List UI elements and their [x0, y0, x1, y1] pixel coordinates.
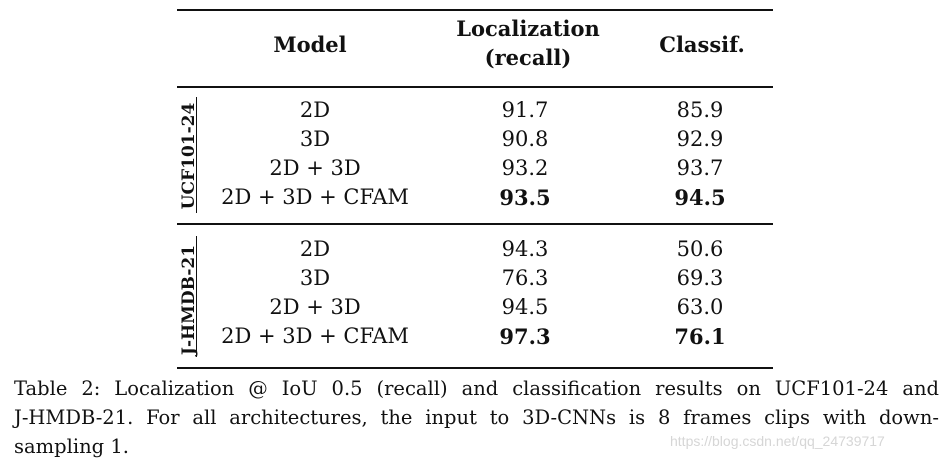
- cell-localization-best: 93.5: [499, 185, 551, 210]
- table-bottom-rule: [177, 367, 773, 369]
- cell-model: 2D + 3D: [269, 156, 361, 180]
- group-bracket-ucf101-24: [196, 97, 197, 213]
- cell-model: 2D + 3D: [269, 295, 361, 319]
- cell-localization: 93.2: [501, 156, 549, 180]
- table-row: 2D 94.3 50.6: [200, 235, 773, 264]
- table-top-rule: [177, 9, 773, 11]
- cell-model: 2D: [299, 98, 331, 122]
- cell-classification: 50.6: [676, 237, 724, 261]
- caption-line-2: J-HMDB-21. For all architectures, the in…: [14, 406, 939, 429]
- cell-classification: 92.9: [676, 127, 724, 151]
- table-row: 2D 91.7 85.9: [200, 96, 773, 125]
- cell-classification: 63.0: [676, 295, 724, 319]
- cell-localization: 94.5: [501, 295, 549, 319]
- group-bracket-j-hmdb-21: [196, 236, 197, 357]
- cell-classification-best: 94.5: [674, 185, 726, 210]
- header-localization: Localization (recall): [438, 14, 618, 72]
- cell-localization: 94.3: [501, 237, 549, 261]
- caption-line-3: sampling 1.: [14, 435, 129, 458]
- header-localization-line1: Localization: [456, 16, 600, 41]
- cell-classification: 93.7: [676, 156, 724, 180]
- table-row: 3D 76.3 69.3: [200, 264, 773, 293]
- cell-localization: 91.7: [501, 98, 549, 122]
- table-row: 2D + 3D 93.2 93.7: [200, 154, 773, 183]
- cell-model: 2D + 3D + CFAM: [221, 324, 409, 348]
- table-row: 2D + 3D 94.5 63.0: [200, 293, 773, 322]
- cell-model: 3D: [299, 266, 331, 290]
- cell-localization: 76.3: [501, 266, 549, 290]
- cell-localization: 90.8: [501, 127, 549, 151]
- header-model: Model: [273, 32, 347, 57]
- cell-localization-best: 97.3: [499, 324, 551, 349]
- table-group-rule: [177, 223, 773, 225]
- cell-classification: 69.3: [676, 266, 724, 290]
- table-row: 3D 90.8 92.9: [200, 125, 773, 154]
- table-row: 2D + 3D + CFAM 97.3 76.1: [200, 322, 773, 351]
- header-localization-line2: (recall): [484, 45, 572, 70]
- watermark-url: https://blog.csdn.net/qq_24739717: [670, 433, 885, 449]
- table-caption: Table 2: Localization @ IoU 0.5 (recall)…: [14, 374, 939, 461]
- cell-classification: 85.9: [676, 98, 724, 122]
- cell-model: 2D + 3D + CFAM: [221, 185, 409, 209]
- cell-classification-best: 76.1: [674, 324, 726, 349]
- table-row: 2D + 3D + CFAM 93.5 94.5: [200, 183, 773, 212]
- header-classification: Classif.: [659, 32, 745, 57]
- caption-line-1: Table 2: Localization @ IoU 0.5 (recall)…: [14, 377, 939, 400]
- cell-model: 2D: [299, 237, 331, 261]
- cell-model: 3D: [299, 127, 331, 151]
- table-header-rule: [177, 86, 773, 88]
